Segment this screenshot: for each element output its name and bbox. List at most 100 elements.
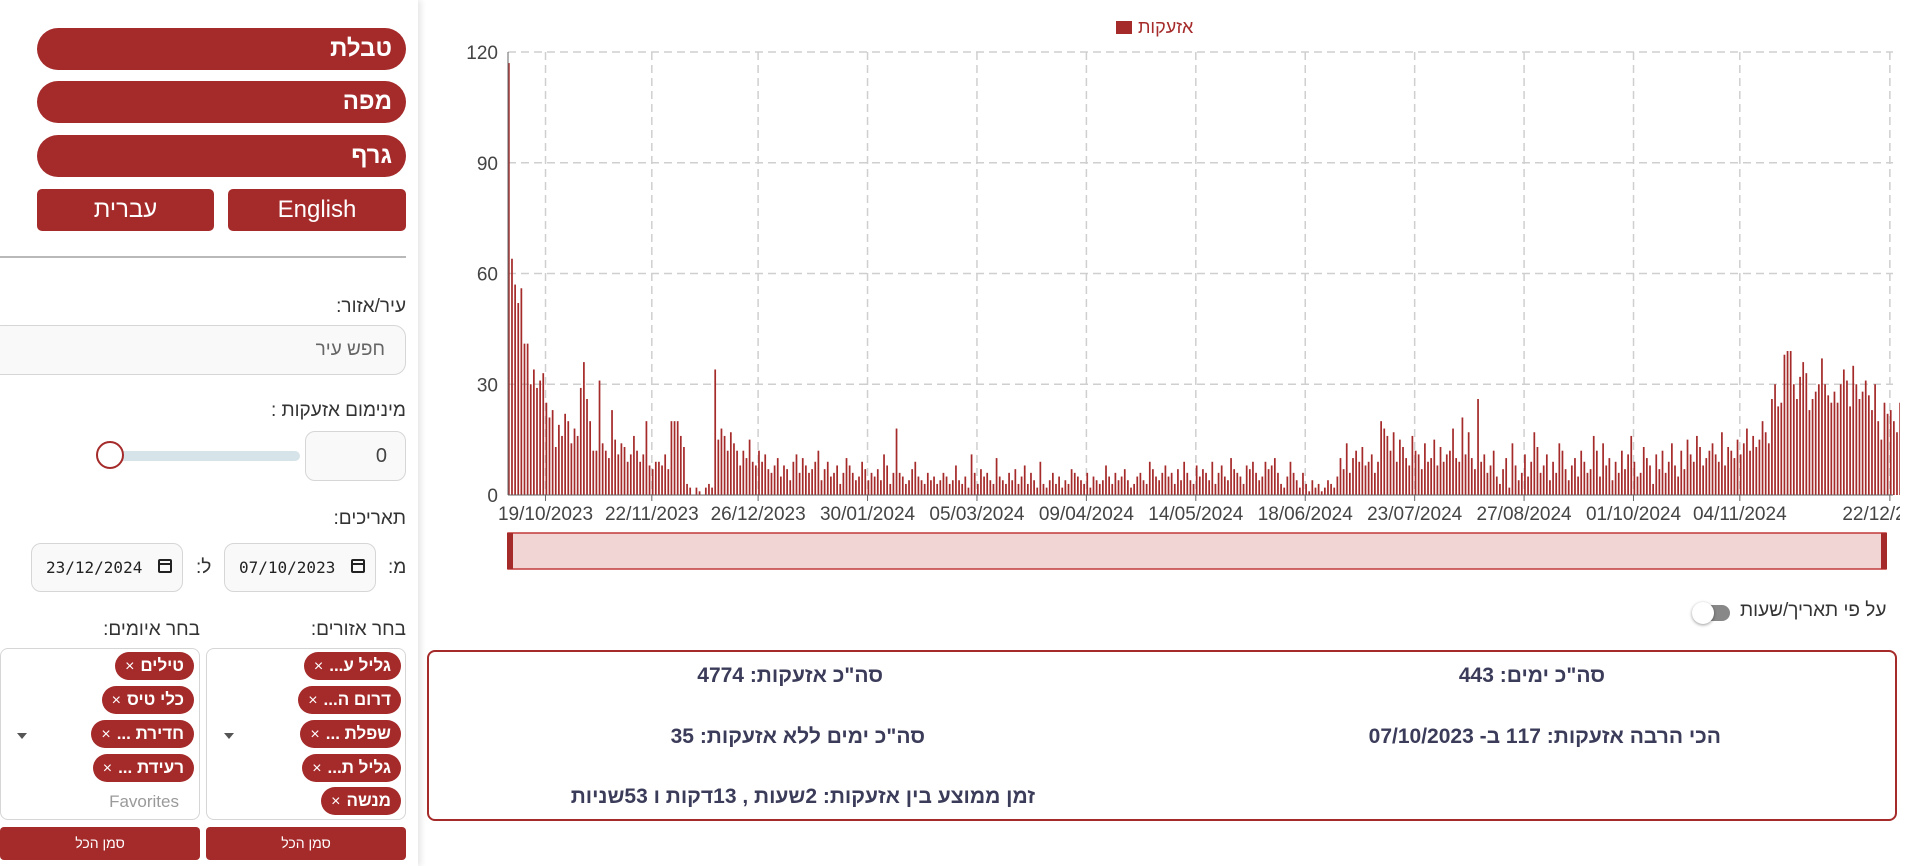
bar <box>1073 472 1076 495</box>
zoom-slider[interactable] <box>507 532 1887 570</box>
threats-select[interactable]: טילים× כלי טיס× חדירת ...× רעידת ...× Fa… <box>0 648 200 820</box>
slider-thumb[interactable] <box>96 441 124 469</box>
map-button[interactable]: מפה <box>37 81 406 123</box>
hebrew-button[interactable]: עברית <box>37 189 214 231</box>
bar <box>808 472 810 495</box>
bar <box>1717 461 1720 495</box>
bar <box>1045 487 1048 495</box>
toggle-knob[interactable] <box>1692 602 1714 624</box>
city-search-input[interactable]: חפש עיר <box>0 325 406 375</box>
zoom-range[interactable] <box>507 532 1887 570</box>
bar <box>1792 384 1795 495</box>
bar <box>908 480 910 495</box>
bar <box>1489 465 1492 495</box>
bar <box>948 483 951 495</box>
bar <box>1733 458 1736 495</box>
bar <box>1077 476 1079 495</box>
areas-select[interactable]: גליל ע...× דרום ה...× שפלת ...× גליל ת..… <box>206 648 406 820</box>
area-chip[interactable]: שפלת ...× <box>300 720 401 748</box>
bar <box>1445 454 1448 495</box>
select-all-areas-button[interactable]: סמן הכל <box>206 827 406 860</box>
bar <box>1223 476 1226 495</box>
bar <box>761 461 763 495</box>
bar <box>1208 480 1211 495</box>
x-tick-label: 04/11/2024 <box>1693 504 1787 525</box>
x-tick-label: 26/12/2023 <box>711 504 806 525</box>
dates-label: תאריכים: <box>333 508 406 529</box>
bar <box>1752 435 1755 495</box>
close-icon[interactable]: × <box>310 726 320 743</box>
bar <box>964 476 967 495</box>
bar <box>1058 476 1060 495</box>
bar <box>1874 384 1876 495</box>
average-time: זמן ממוצע בין אזעקות: 2שעות , 13דקות ו 5… <box>570 785 1035 808</box>
bar <box>1349 472 1351 495</box>
close-icon[interactable]: × <box>102 760 113 777</box>
bar <box>1152 469 1154 495</box>
city-label: עיר/אזור: <box>336 296 406 317</box>
to-date-input[interactable]: 23/12/2024 <box>31 543 183 592</box>
close-icon[interactable]: × <box>125 658 135 675</box>
bar <box>595 450 598 495</box>
bar <box>1842 369 1845 495</box>
close-icon[interactable]: × <box>308 692 318 709</box>
bar <box>1061 487 1064 495</box>
bar <box>739 465 742 495</box>
bar <box>1483 454 1486 495</box>
close-icon[interactable]: × <box>101 726 111 743</box>
bar <box>801 458 804 495</box>
bar <box>1727 447 1730 495</box>
close-icon[interactable]: × <box>312 760 322 777</box>
min-alerts-slider[interactable] <box>108 451 300 461</box>
max-alerts: הכי הרבה אזעקות: 117 ב- 07/10/2023 <box>1368 725 1721 748</box>
bar <box>1270 465 1273 495</box>
graph-button[interactable]: גרף <box>37 135 406 177</box>
bar <box>689 487 692 495</box>
bar <box>1342 469 1345 495</box>
close-icon[interactable]: × <box>331 793 341 810</box>
bar <box>1889 410 1892 495</box>
bar <box>683 447 685 495</box>
area-chip[interactable]: מנשה× <box>321 787 401 815</box>
threat-chip[interactable]: רעידת ...× <box>92 754 194 782</box>
bar <box>1092 476 1095 495</box>
area-chip[interactable]: גליל ע...× <box>303 652 401 680</box>
alerts-chart: 0 30 60 90 120 19/10/2023 22/11/2023 26/12/2023… <box>466 17 1900 570</box>
threat-chip[interactable]: כלי טיס× <box>101 686 194 714</box>
bar <box>1477 399 1479 495</box>
from-date-input[interactable]: 07/10/2023 <box>224 543 376 592</box>
bar <box>1330 483 1332 495</box>
bar <box>1005 483 1007 495</box>
bar <box>1336 476 1339 495</box>
threat-chip[interactable]: טילים× <box>115 652 194 680</box>
chevron-down-icon[interactable] <box>17 733 27 739</box>
zoom-handle-left[interactable] <box>507 533 513 569</box>
bar <box>855 480 857 495</box>
select-all-threats-button[interactable]: סמן הכל <box>0 827 200 860</box>
bar <box>1148 461 1151 495</box>
bar <box>1098 483 1101 495</box>
x-tick-label: 27/08/2024 <box>1477 504 1573 525</box>
threat-chip[interactable]: חדירת ...× <box>91 720 194 748</box>
bar <box>642 454 645 495</box>
close-icon[interactable]: × <box>111 692 121 709</box>
bar <box>1145 483 1148 495</box>
area-chip[interactable]: דרום ה...× <box>298 686 401 714</box>
bar <box>1173 483 1176 495</box>
x-tick-label: 01/10/2024 <box>1586 504 1682 525</box>
area-chip[interactable]: גליל ת...× <box>302 754 401 782</box>
table-button[interactable]: טבלת <box>37 28 406 70</box>
zoom-handle-right[interactable] <box>1881 533 1887 569</box>
close-icon[interactable]: × <box>313 658 324 675</box>
chevron-down-icon[interactable] <box>224 733 234 739</box>
english-button[interactable]: English <box>228 189 406 231</box>
bar <box>1023 465 1026 495</box>
bar <box>1896 432 1898 495</box>
bar <box>517 303 520 495</box>
bar <box>1405 458 1407 495</box>
min-alerts-input[interactable]: 0 <box>305 431 406 481</box>
bar <box>1692 461 1695 495</box>
bar <box>1646 458 1648 495</box>
bar <box>1774 384 1776 495</box>
bar <box>839 483 842 495</box>
